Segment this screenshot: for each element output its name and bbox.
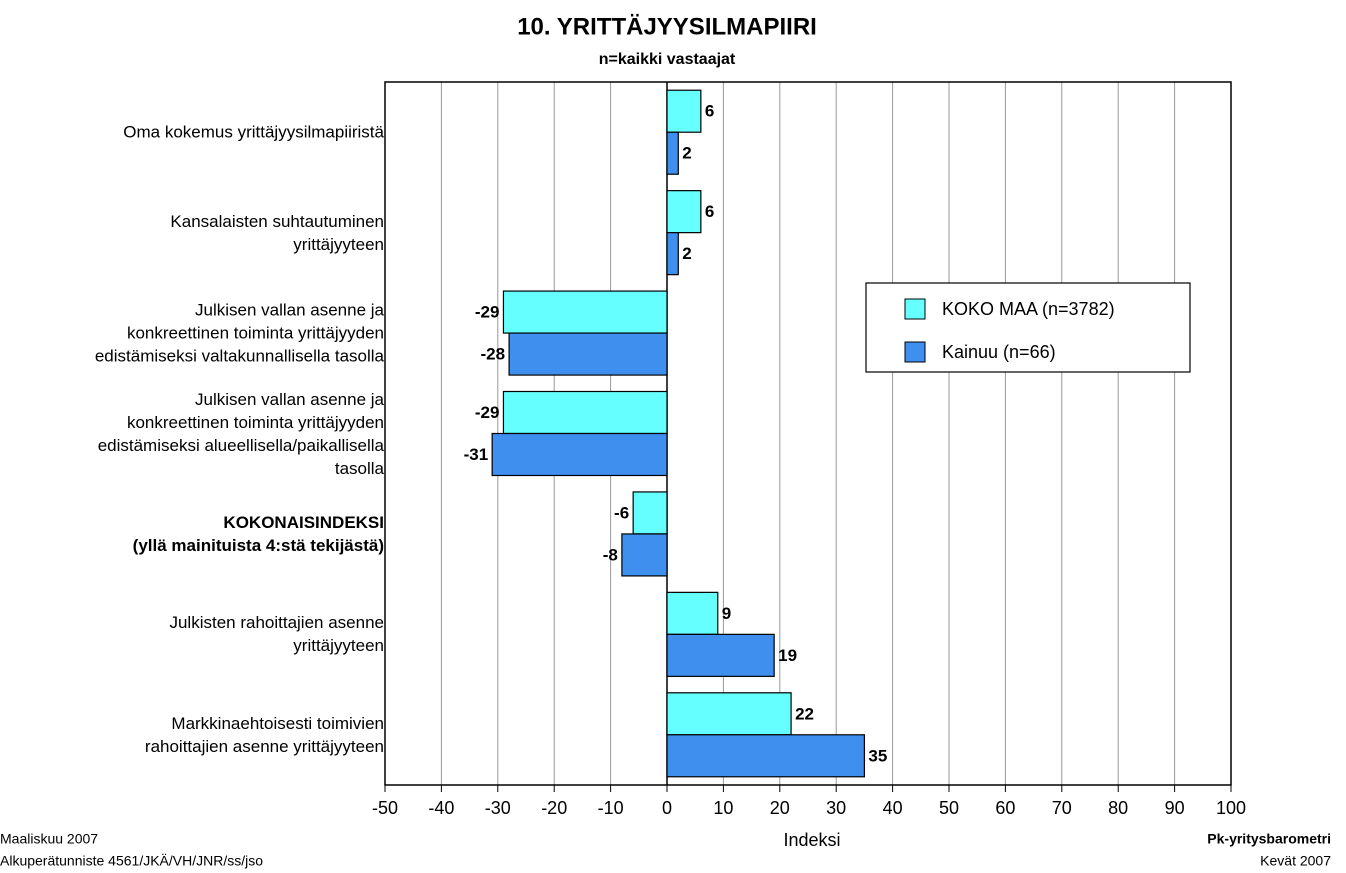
category-label: Kansalaisten suhtautuminen yrittäjyyteen xyxy=(170,211,384,254)
footer-right: Kevät 2007 xyxy=(1260,853,1331,869)
bar xyxy=(621,533,668,577)
plot-border xyxy=(384,81,1232,786)
value-label: 35 xyxy=(868,746,887,765)
category-label: Oma kokemus yrittäjyysilmapiiristä xyxy=(123,122,384,142)
x-tick-label: 70 xyxy=(1052,798,1072,818)
x-tick-label: 40 xyxy=(883,798,903,818)
value-label: 9 xyxy=(722,604,731,623)
bar xyxy=(666,591,719,635)
legend-swatch xyxy=(904,298,926,320)
category-label: Julkisen vallan asenne ja konkreettinen … xyxy=(94,300,384,366)
value-label: -29 xyxy=(475,403,500,422)
x-tick-label: -10 xyxy=(598,798,624,818)
legend-swatch xyxy=(904,341,926,363)
category-label: Julkisen vallan asenne ja konkreettinen … xyxy=(97,389,384,478)
bar xyxy=(666,633,775,677)
bar xyxy=(666,89,702,133)
chart-title: 10. YRITTÄJYYSILMAPIIRI xyxy=(517,13,817,40)
bar xyxy=(502,390,668,435)
footer-left: Alkuperätunniste 4561/JKÄ/VH/JNR/ss/jso xyxy=(0,853,263,869)
x-tick-label: 50 xyxy=(939,798,959,818)
bar xyxy=(508,332,668,376)
x-tick-label: -30 xyxy=(485,798,511,818)
x-tick-label: -40 xyxy=(428,798,454,818)
footer-right: Pk-yritysbarometri xyxy=(1207,831,1331,847)
value-label: 6 xyxy=(705,202,714,221)
category-label: Julkisten rahoittajien asenne yrittäjyyt… xyxy=(169,613,384,656)
value-label: 6 xyxy=(705,102,714,121)
x-tick-label: 80 xyxy=(1108,798,1128,818)
bar xyxy=(632,491,668,535)
bar xyxy=(491,432,668,477)
value-label: -28 xyxy=(481,345,506,364)
value-label: -29 xyxy=(475,303,500,322)
bar xyxy=(502,290,668,334)
category-label: KOKONAISINDEKSI (yllä mainituista 4:stä … xyxy=(132,512,384,555)
value-label: -8 xyxy=(603,545,618,564)
x-tick-label: 60 xyxy=(995,798,1015,818)
x-tick-label: -20 xyxy=(541,798,567,818)
bar xyxy=(666,692,792,736)
x-tick-label: 100 xyxy=(1216,798,1246,818)
value-label: -6 xyxy=(614,503,629,522)
x-tick-label: -50 xyxy=(372,798,398,818)
bar xyxy=(666,131,679,175)
value-label: 2 xyxy=(682,144,691,163)
bar xyxy=(666,734,865,778)
legend-label: Kainuu (n=66) xyxy=(942,342,1056,362)
value-label: 19 xyxy=(778,646,797,665)
value-label: 22 xyxy=(795,704,814,723)
value-label: 2 xyxy=(682,244,691,263)
x-tick-label: 0 xyxy=(662,798,672,818)
x-tick-label: 10 xyxy=(713,798,733,818)
legend-label: KOKO MAA (n=3782) xyxy=(942,299,1115,319)
category-label: Markkinaehtoisesti toimivien rahoittajie… xyxy=(144,713,384,756)
footer-left: Maaliskuu 2007 xyxy=(0,831,98,847)
bar xyxy=(666,232,679,276)
bar xyxy=(666,190,702,234)
chart-subtitle: n=kaikki vastaajat xyxy=(599,51,736,68)
x-tick-label: 30 xyxy=(826,798,846,818)
x-tick-label: 90 xyxy=(1165,798,1185,818)
value-label: -31 xyxy=(464,445,489,464)
x-axis-label: Indeksi xyxy=(783,830,840,850)
x-tick-label: 20 xyxy=(770,798,790,818)
